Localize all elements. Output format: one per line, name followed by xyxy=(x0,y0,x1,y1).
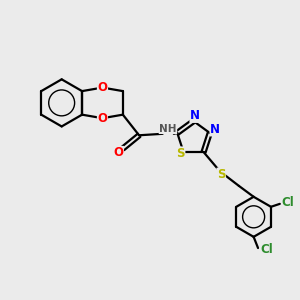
Text: N: N xyxy=(210,123,220,136)
Text: S: S xyxy=(217,168,226,181)
Text: O: O xyxy=(98,112,107,125)
Text: Cl: Cl xyxy=(282,196,294,209)
Text: O: O xyxy=(113,146,123,159)
Text: N: N xyxy=(190,109,200,122)
Text: O: O xyxy=(98,81,107,94)
Text: Cl: Cl xyxy=(260,243,273,256)
Text: NH: NH xyxy=(159,124,177,134)
Text: S: S xyxy=(176,147,185,160)
